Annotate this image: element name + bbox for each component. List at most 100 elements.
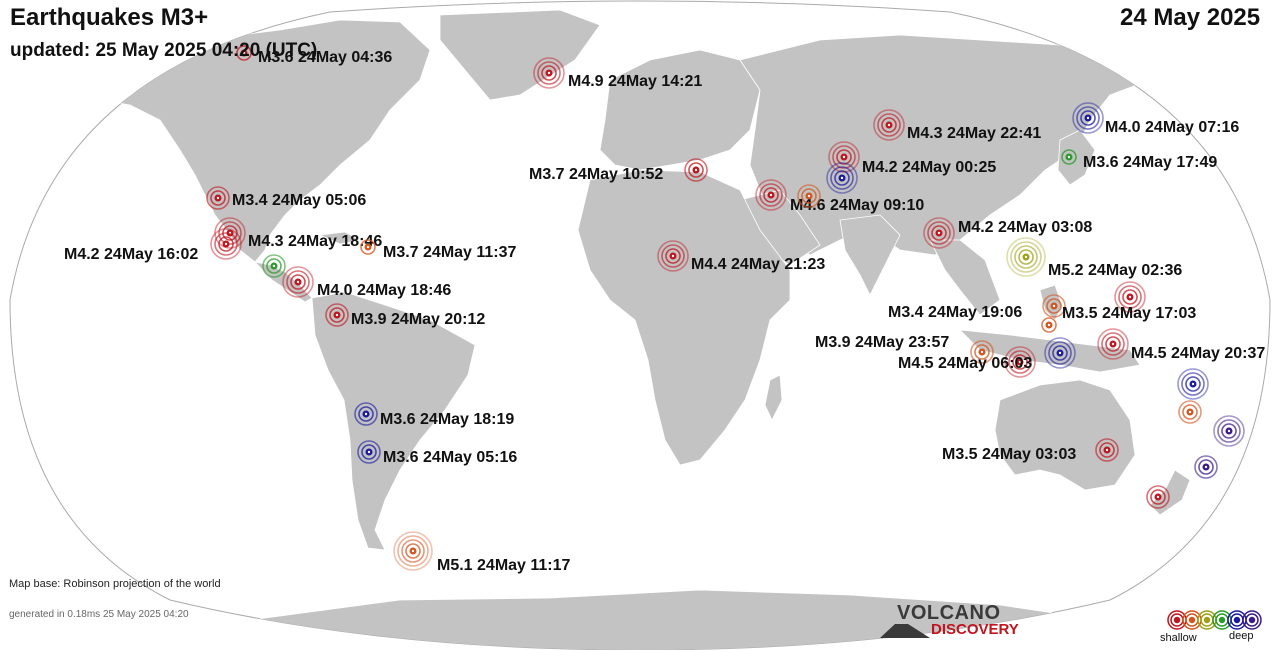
magnitude-ring: [881, 117, 897, 133]
earthquake-marker[interactable]: [1114, 281, 1146, 313]
earthquake-marker[interactable]: [1095, 438, 1119, 462]
earthquake-label[interactable]: M4.5 24May 20:37: [1131, 345, 1265, 362]
epicenter-core: [411, 549, 415, 553]
earthquake-marker[interactable]: [657, 240, 689, 272]
earthquake-label[interactable]: M4.2 24May 16:02: [64, 246, 198, 263]
magnitude-ring: [1146, 485, 1170, 509]
earthquake-label[interactable]: M3.9 24May 20:12: [351, 311, 485, 328]
logo-text-discovery[interactable]: DISCOVERY: [931, 621, 1019, 638]
earthquake-marker[interactable]: [1004, 346, 1036, 378]
earthquake-marker[interactable]: [1146, 485, 1170, 509]
epicenter-core: [980, 350, 984, 354]
earthquake-marker[interactable]: [1041, 317, 1057, 333]
earthquake-marker[interactable]: [828, 141, 860, 173]
earthquake-marker[interactable]: [826, 162, 858, 194]
earthquake-marker[interactable]: [797, 184, 821, 208]
earthquake-label[interactable]: M4.2 24May 03:08: [958, 219, 1092, 236]
earthquake-label[interactable]: M3.5 24May 17:03: [1062, 305, 1196, 322]
earthquake-marker[interactable]: [262, 254, 286, 278]
earthquake-label[interactable]: M3.4 24May 05:06: [232, 192, 366, 209]
earthquake-label[interactable]: M3.7 24May 11:37: [383, 244, 517, 261]
earthquake-marker[interactable]: [1177, 368, 1209, 400]
magnitude-ring: [1014, 245, 1038, 269]
epicenter-core: [937, 231, 941, 235]
earthquake-marker[interactable]: [325, 303, 349, 327]
earthquake-marker[interactable]: [1061, 149, 1077, 165]
earthquake-label[interactable]: M3.4 24May 19:06: [888, 304, 1022, 321]
epicenter-core: [335, 313, 339, 317]
magnitude-ring: [401, 539, 425, 563]
earthquake-marker[interactable]: [210, 228, 242, 260]
earthquake-label[interactable]: M4.5 24May 06:03: [898, 355, 1032, 372]
magnitude-ring: [1010, 241, 1042, 273]
earthquake-marker[interactable]: [684, 158, 708, 182]
earthquake-marker[interactable]: [1042, 294, 1066, 318]
magnitude-ring: [1101, 332, 1125, 356]
earthquake-label[interactable]: M3.6 24May 04:36: [258, 49, 392, 66]
logo-text-volcano[interactable]: VOLCANO: [897, 602, 1001, 624]
earthquake-marker[interactable]: [1006, 237, 1046, 277]
earthquake-label[interactable]: M4.2 24May 00:25: [862, 159, 996, 176]
landmass-caribbean: [318, 231, 362, 245]
earthquake-marker[interactable]: [1194, 455, 1218, 479]
earthquake-marker[interactable]: [923, 217, 955, 249]
magnitude-ring: [1012, 354, 1028, 370]
earthquake-label[interactable]: M3.6 24May 18:19: [380, 411, 514, 428]
earthquake-label[interactable]: M5.2 24May 02:36: [1048, 262, 1182, 279]
magnitude-ring: [836, 149, 852, 165]
earthquake-label[interactable]: M4.3 24May 22:41: [907, 125, 1041, 142]
magnitude-ring: [1099, 442, 1115, 458]
magnitude-ring: [927, 221, 951, 245]
earthquake-marker[interactable]: [393, 531, 433, 571]
earthquake-label[interactable]: M3.5 24May 03:03: [942, 446, 1076, 463]
earthquake-label[interactable]: M4.9 24May 14:21: [568, 73, 702, 90]
earthquake-label[interactable]: M4.3 24May 18:46: [248, 233, 382, 250]
legend-ring: [1173, 616, 1181, 624]
earthquake-marker[interactable]: [206, 186, 230, 210]
legend-ring: [1242, 610, 1262, 630]
landmass-indochina: [929, 239, 1001, 316]
legend-ring: [1203, 616, 1211, 624]
earthquake-marker[interactable]: [1213, 415, 1245, 447]
earthquake-marker[interactable]: [354, 402, 378, 426]
magnitude-ring: [1097, 328, 1129, 360]
legend-ring: [1233, 616, 1241, 624]
earthquake-marker[interactable]: [1072, 102, 1104, 134]
earthquake-label[interactable]: M3.9 24May 23:57: [815, 334, 949, 351]
earthquake-marker[interactable]: [360, 239, 376, 255]
magnitude-ring: [397, 535, 429, 567]
magnitude-ring: [1048, 341, 1072, 365]
magnitude-ring: [830, 166, 854, 190]
magnitude-ring: [1198, 459, 1214, 475]
legend-ring: [1245, 613, 1259, 627]
earthquake-marker[interactable]: [533, 57, 565, 89]
landmass-europe: [599, 49, 761, 171]
magnitude-ring: [1213, 415, 1245, 447]
earthquake-marker[interactable]: [873, 109, 905, 141]
magnitude-ring: [1008, 350, 1032, 374]
generated-note: generated in 0.18ms 25 May 2025 04:20: [9, 609, 189, 620]
legend-shallow-label: shallow: [1160, 632, 1197, 644]
earthquake-label[interactable]: M3.6 24May 05:16: [383, 449, 517, 466]
earthquake-marker[interactable]: [1044, 337, 1076, 369]
earthquake-marker[interactable]: [357, 440, 381, 464]
updated-timestamp: updated: 25 May 2025 04:20 (UTC): [10, 40, 318, 61]
earthquake-label[interactable]: M4.0 24May 07:16: [1105, 119, 1239, 136]
legend-ring: [1218, 616, 1226, 624]
earthquake-label[interactable]: M4.6 24May 09:10: [790, 197, 924, 214]
earthquake-label[interactable]: M4.4 24May 21:23: [691, 256, 825, 273]
earthquake-label[interactable]: M3.6 24May 17:49: [1083, 154, 1217, 171]
earthquake-label[interactable]: M5.1 24May 11:17: [437, 557, 571, 574]
earthquake-label[interactable]: M3.7 24May 10:52: [529, 166, 663, 183]
epicenter-core: [1227, 429, 1231, 433]
earthquake-marker[interactable]: [970, 340, 994, 364]
earthquake-marker[interactable]: [236, 45, 252, 61]
earthquake-marker[interactable]: [1178, 400, 1202, 424]
earthquake-label[interactable]: M4.0 24May 18:46: [317, 282, 451, 299]
earthquake-marker[interactable]: [1097, 328, 1129, 360]
earthquake-marker[interactable]: [755, 179, 787, 211]
landmass-south-america: [311, 291, 476, 551]
earthquake-marker[interactable]: [282, 266, 314, 298]
epicenter-core: [840, 176, 844, 180]
